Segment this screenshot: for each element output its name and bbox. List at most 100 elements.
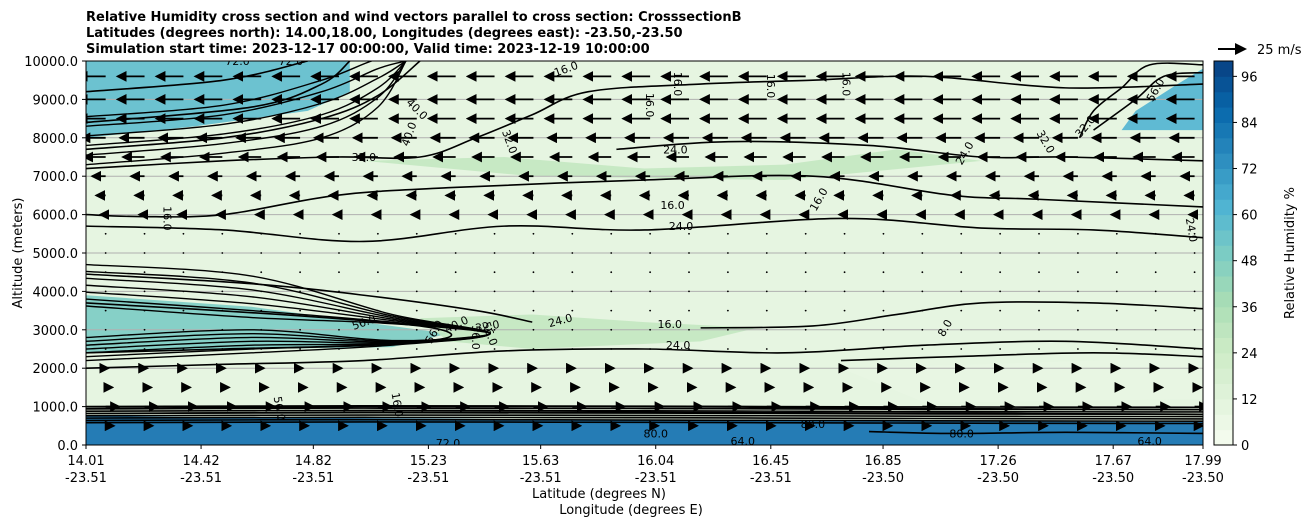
y-tick-label: 6000.0 <box>33 209 79 224</box>
wind-vector <box>1038 309 1040 312</box>
wind-vector <box>532 348 535 350</box>
wind-vector <box>960 309 963 312</box>
plot-area: 16.016.016.0 16.0 16.016.0 16.016.016.024.0… <box>85 55 1204 450</box>
y-tick-label: 10000.0 <box>24 55 78 70</box>
wind-vector <box>921 309 924 312</box>
upper-contour-1 <box>86 61 407 156</box>
contour-label: 56.0 <box>469 325 482 350</box>
y-tick-label: 4000.0 <box>33 285 79 300</box>
wind-vector <box>415 271 418 274</box>
wind-vector <box>454 290 457 293</box>
wind-vector <box>1077 309 1079 312</box>
wind-vector <box>571 328 574 331</box>
x-tick-label-lat: 17.67 <box>1095 454 1132 469</box>
wind-vector <box>688 290 690 293</box>
wind-vector <box>999 252 1002 254</box>
wind-vector <box>726 232 729 235</box>
x-axis-label-latitude: Latitude (degrees N) <box>532 487 666 502</box>
wind-vector <box>1193 309 1196 312</box>
contour-label: 64.0 <box>1137 435 1162 448</box>
wind-vector <box>649 290 652 293</box>
wind-vector <box>1193 328 1196 331</box>
wind-vector <box>299 252 301 254</box>
colorbar-tick-label: 0 <box>1241 439 1249 454</box>
wind-vector <box>999 309 1002 312</box>
wind-vector <box>532 271 535 274</box>
colorbar-band <box>1214 168 1233 185</box>
contour-label: 32.0 <box>352 151 377 164</box>
contour-label: 80.0 <box>643 427 668 440</box>
wind-vector <box>610 232 613 235</box>
wind-vector <box>571 271 574 274</box>
colorbar-frame <box>1213 60 1234 446</box>
y-tick-label: 9000.0 <box>33 93 79 108</box>
x-tick-label-lat: 16.45 <box>752 454 789 469</box>
contour-label: 72.0 <box>225 55 250 68</box>
wind-vector <box>999 328 1002 331</box>
title-line-1: Relative Humidity cross section and wind… <box>86 10 742 25</box>
wind-vector <box>843 252 846 254</box>
contour-label: 16.0 <box>160 206 173 231</box>
colorbar-band <box>1214 245 1233 262</box>
upper-contour-3 <box>86 61 407 137</box>
wind-vector <box>804 252 807 254</box>
wind-vector <box>726 348 729 350</box>
wind-vector <box>454 252 457 254</box>
colorbar-band <box>1214 214 1233 231</box>
wind-vector <box>415 309 418 312</box>
colorbar-tick-label: 12 <box>1241 393 1258 408</box>
contour-40-6 <box>86 273 533 323</box>
colorbar-band <box>1214 337 1233 354</box>
wind-vector <box>493 271 496 274</box>
wind-vector <box>338 232 340 235</box>
wind-vector <box>1154 232 1157 235</box>
wind-vector <box>1077 271 1079 274</box>
surface-contour-4 <box>86 411 1203 416</box>
x-tick-label-lon: -23.51 <box>292 471 334 486</box>
wind-vector <box>921 290 924 293</box>
wind-vector <box>688 271 690 274</box>
wind-vector <box>882 348 885 350</box>
y-tick-label: 1000.0 <box>33 401 79 416</box>
colorbar-ticks: 0 12 24 36 48 60 72 84 96 <box>1233 70 1258 454</box>
contour-56-8 <box>86 302 453 354</box>
wind-vector <box>1038 271 1040 274</box>
contour-16-1 <box>700 301 1203 329</box>
y-axis-ticks: 0.0 1000.0 2000.0 3000.0 4000.0 5000.0 6000.0 7… <box>24 55 86 454</box>
wind-vector <box>532 328 535 331</box>
colorbar-band <box>1214 429 1233 446</box>
wind-vector <box>299 309 301 312</box>
contour-72-12 <box>86 61 308 93</box>
x-tick-label-lon: -23.51 <box>65 471 107 486</box>
contour-label: 80.0 <box>801 418 826 431</box>
y-tick-label: 5000.0 <box>33 247 79 262</box>
wind-vector <box>726 328 729 331</box>
contour-label: 56.0 <box>271 395 288 421</box>
wind-vector <box>649 309 652 312</box>
wind-vector <box>1077 348 1079 350</box>
contour-label: 32.0 <box>474 318 500 335</box>
wind-vector <box>1154 290 1157 293</box>
wind-vector <box>338 348 340 350</box>
colorbar-tick-label: 84 <box>1241 116 1258 131</box>
wind-vector <box>182 348 185 350</box>
x-tick-label-lon: -23.51 <box>180 471 222 486</box>
wind-vector <box>882 309 885 312</box>
colorbar-band <box>1214 183 1233 200</box>
wind-vector <box>182 271 185 274</box>
wind-vector <box>649 252 652 254</box>
contour-label: 24.0 <box>669 220 694 233</box>
wind-vector <box>765 232 768 235</box>
contour-label: 16.0 <box>660 199 685 212</box>
x-tick-label-lat: 14.82 <box>295 454 332 469</box>
colorbar: 0 12 24 36 48 60 72 84 96 Relative Humidity % <box>1213 60 1298 454</box>
wind-vector <box>299 232 301 235</box>
x-tick-label-lat: 15.23 <box>410 454 447 469</box>
colorbar-band <box>1214 61 1233 77</box>
wind-vector <box>688 232 690 235</box>
colorbar-band <box>1214 322 1233 338</box>
contour-label: 72.0 <box>436 437 461 450</box>
wind-vector <box>960 328 963 331</box>
wind-vector <box>610 271 613 274</box>
